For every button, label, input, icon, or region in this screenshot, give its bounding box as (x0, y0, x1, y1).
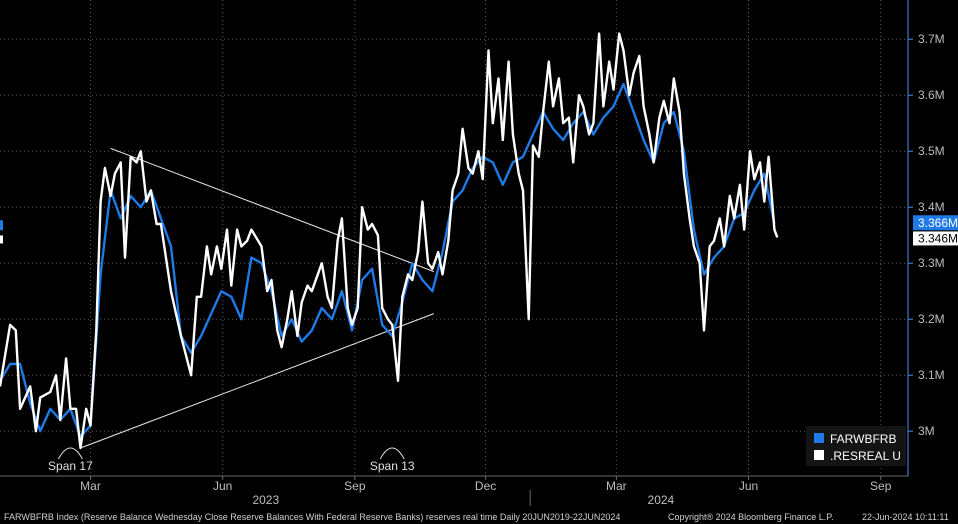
legend-swatch-farwbfrb (814, 433, 824, 443)
x-tick-label: Jun (739, 479, 758, 493)
y-tick-label: 3.7M (918, 32, 945, 46)
footer-bar: FARWBFRB Index (Reserve Balance Wednesda… (0, 510, 958, 524)
last-value-box-resreal (913, 231, 958, 246)
legend: FARWBFRB .RESREAL U (806, 426, 906, 466)
x-tick-label: Sep (344, 479, 366, 493)
x-tick-label: Mar (606, 479, 627, 493)
x-tick-label: Dec (475, 479, 496, 493)
gridlines (0, 0, 908, 476)
axes: 3M 3.1M 3.2M 3.3M 3.4M 3.5M 3.6M 3.7M Mar Jun Sep D… (0, 0, 945, 507)
span-arc (57, 447, 83, 460)
left-marker-resreal (0, 235, 3, 244)
legend-label-resreal: .RESREAL U (830, 449, 901, 463)
y-tick-label: 3.5M (918, 144, 945, 158)
span-arc (379, 447, 405, 460)
last-value-label-farwbfrb: 3.366M (918, 216, 958, 230)
trendline (80, 313, 435, 449)
legend-swatch-resreal (814, 450, 824, 460)
y-tick-label: 3.6M (918, 88, 945, 102)
footer-copyright: Copyright® 2024 Bloomberg Finance L.P. (668, 512, 834, 522)
x-tick-label: Jun (213, 479, 232, 493)
last-value-label-resreal: 3.346M (918, 231, 958, 245)
plot-background (0, 0, 958, 510)
legend-label-farwbfrb: FARWBFRB (830, 432, 896, 446)
y-tick-label: 3.3M (918, 256, 945, 270)
x-tick-label: Mar (80, 479, 101, 493)
span-label: Span 17 (48, 459, 93, 473)
y-tick-label: 3.1M (918, 368, 945, 382)
series-lines (0, 32, 779, 450)
footer-timestamp: 22-Jun-2024 10:11:11 (862, 512, 949, 522)
reserve-balances-chart: 3M 3.1M 3.2M 3.3M 3.4M 3.5M 3.6M 3.7M Mar Jun Sep D… (0, 0, 958, 510)
span-label: Span 13 (370, 459, 415, 473)
y-tick-label: 3.2M (918, 312, 945, 326)
series-line-resreal (0, 32, 779, 450)
y-tick-label: 3.4M (918, 200, 945, 214)
year-label: 2024 (648, 493, 675, 507)
span-annotations: Span 17 Span 13 (48, 447, 415, 473)
footer-description: FARWBFRB Index (Reserve Balance Wednesda… (4, 512, 621, 522)
last-value-box-farwbfrb (913, 215, 958, 231)
x-tick-label: Sep (870, 479, 892, 493)
y-tick-label: 3M (918, 424, 935, 438)
year-label: 2023 (252, 493, 279, 507)
left-marker-farwbfrb (0, 220, 3, 231)
